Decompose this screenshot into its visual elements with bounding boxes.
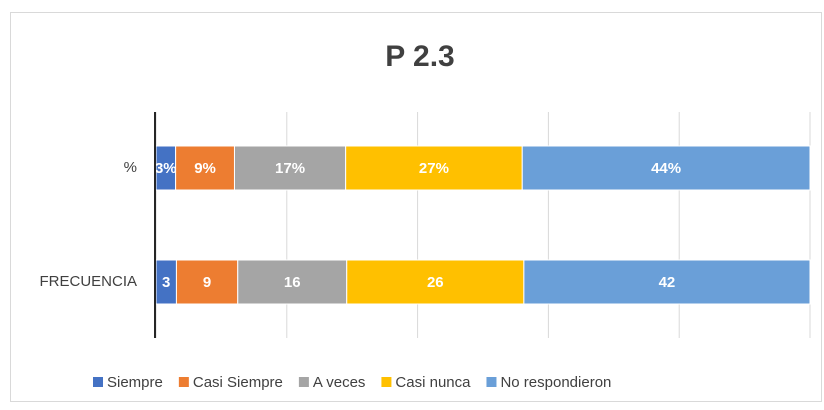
- data-label: 26: [427, 274, 444, 291]
- bar-segment: [175, 259, 239, 305]
- data-label: 17%: [275, 160, 305, 177]
- chart-title: P 2.3: [385, 40, 455, 73]
- bar-segment: [521, 145, 811, 191]
- legend-swatch: [93, 377, 103, 387]
- y-tick-label: FRECUENCIA: [39, 273, 137, 290]
- bar-segment: [345, 145, 523, 191]
- legend-swatch: [486, 377, 497, 387]
- data-label: 3: [162, 274, 170, 291]
- bar-segment: [523, 259, 811, 305]
- legend-swatch: [381, 377, 392, 387]
- legend-label: Casi nunca: [395, 374, 471, 391]
- bar-segment: [175, 145, 235, 191]
- data-label: 9: [203, 274, 211, 291]
- data-label: 3%: [155, 160, 177, 177]
- legend-label: A veces: [313, 374, 366, 391]
- data-label: 42: [659, 274, 676, 291]
- data-label: 16: [284, 274, 301, 291]
- legend-label: Siempre: [107, 374, 163, 391]
- data-label: 44%: [651, 160, 681, 177]
- bar-segment: [237, 259, 348, 305]
- data-label: 9%: [194, 160, 216, 177]
- legend-swatch: [178, 377, 189, 387]
- chart-frame: [10, 12, 822, 402]
- data-label: 27%: [419, 160, 449, 177]
- bar-segment: [233, 145, 347, 191]
- y-tick-label: %: [124, 159, 137, 176]
- legend-swatch: [298, 377, 309, 387]
- legend-label: No respondieron: [500, 374, 611, 391]
- legend-label: Casi Siempre: [193, 374, 283, 391]
